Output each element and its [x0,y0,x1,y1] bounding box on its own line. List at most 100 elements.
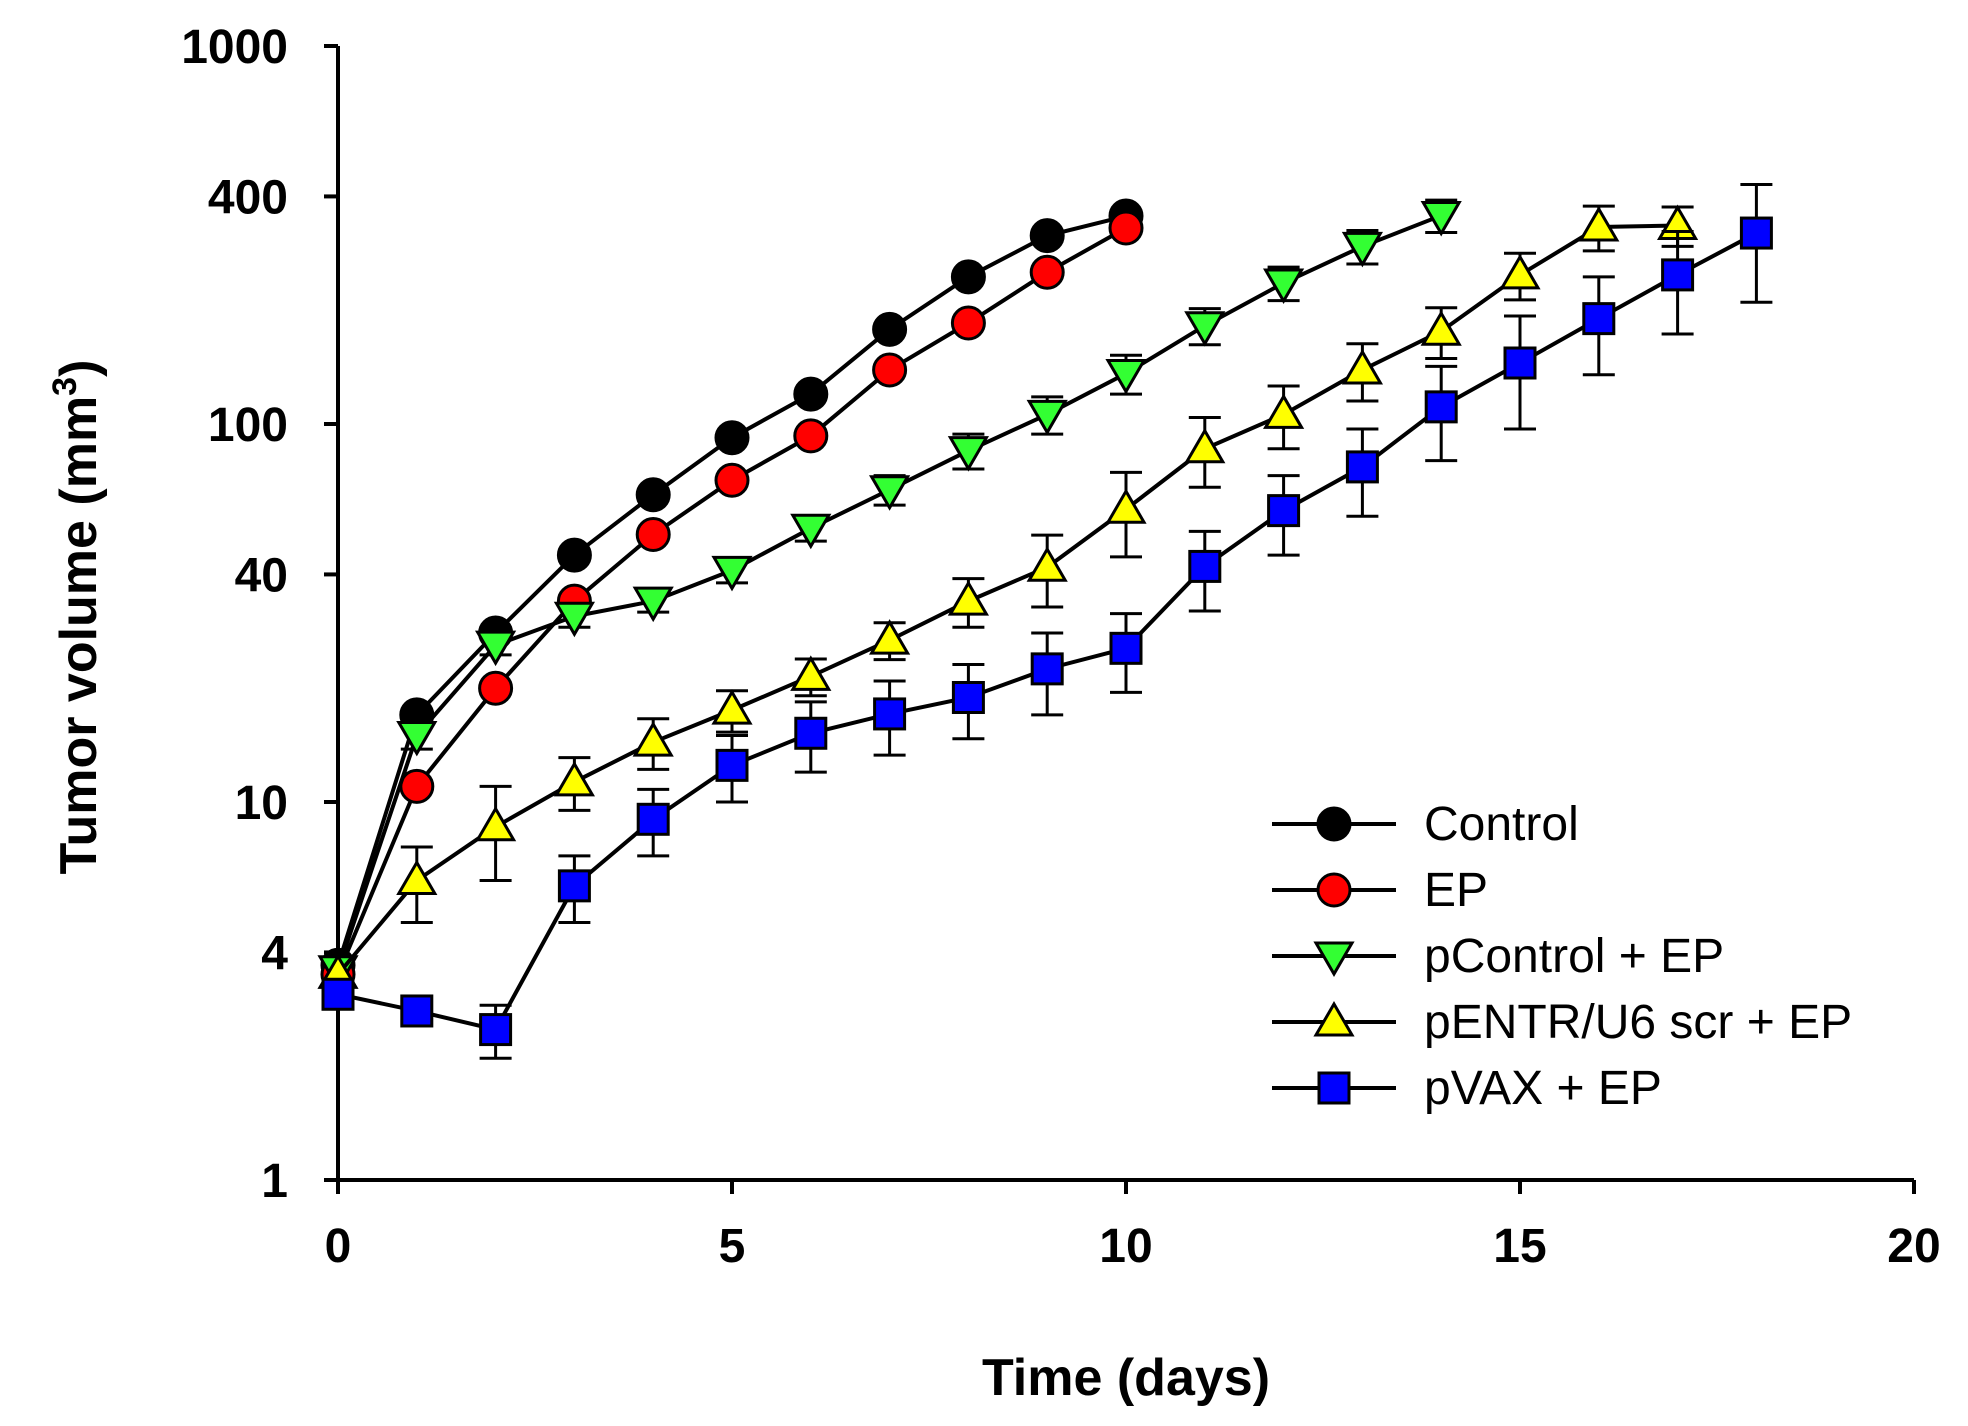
y-tick-label: 100 [208,399,288,452]
series-ep [320,210,1144,992]
data-point [478,670,514,706]
legend: Control EP pControl + EP pENTR/U6 scr + EP p… [1272,798,1852,1115]
x-tick-label: 10 [1099,1220,1152,1273]
data-point [1105,359,1147,395]
data-point [1026,399,1068,436]
data-point [1582,302,1616,336]
data-point [632,721,674,757]
data-point [636,802,670,836]
data-point [1029,254,1065,290]
series-line [337,231,1758,1032]
y-axis-title-main: Tumor volume (mm [50,396,108,875]
data-point [872,311,908,347]
data-point [1029,218,1065,254]
data-point [793,418,829,454]
x-tick-label: 20 [1887,1220,1940,1273]
data-point [711,555,753,592]
data-point [1345,450,1379,484]
data-point [715,748,749,782]
data-point [950,305,986,341]
legend-item: Control [1272,798,1579,851]
y-tick-label: 10 [235,777,288,830]
data-point [1420,201,1462,237]
legend-marker [1316,872,1352,908]
series-line [336,223,1678,976]
legend-item: pVAX + EP [1272,1062,1662,1115]
data-point [1578,206,1620,242]
data-point [872,352,908,388]
data-point [1105,488,1147,524]
y-axis-title: Tumor volume (mm3) [46,360,108,875]
data-point [635,517,671,553]
data-point [868,619,911,655]
data-point [790,655,832,691]
data-point [873,697,907,731]
data-point [1030,652,1064,686]
legend-label: pVAX + EP [1424,1062,1662,1115]
data-point [790,513,832,550]
data-point [951,680,985,714]
data-point [1341,348,1384,385]
data-point [711,689,753,725]
series-pentr-u6-scr-ep [317,204,1699,989]
data-point [321,977,355,1011]
data-point [947,580,990,616]
data-point [714,420,750,456]
axes: 0 5 10 15 20 1 4 10 40 100 400 1000 [181,21,1940,1273]
series-line [336,226,1127,976]
legend-label: pControl + EP [1424,930,1724,983]
x-ticks: 0 5 10 15 20 [325,1180,1941,1273]
data-point [1661,258,1695,292]
y-tick-label: 4 [261,927,288,980]
series-layer [317,183,1773,1060]
data-point [400,994,434,1028]
y-tick-label: 400 [208,171,288,224]
data-point [947,436,990,472]
data-point [1420,310,1462,346]
data-point [1188,549,1222,583]
data-point [793,376,829,412]
data-point [1262,268,1305,305]
data-point [1503,346,1537,380]
data-point [1109,631,1143,665]
y-tick-label: 40 [235,549,288,602]
series-pcontrol-ep [317,198,1462,991]
data-point [1026,546,1068,582]
y-axis-title-sup: 3 [46,377,84,396]
legend-marker [1317,1071,1351,1105]
data-point [714,462,750,498]
x-axis-title: Time (days) [982,1349,1270,1407]
legend-marker [1313,941,1355,977]
legend-label: pENTR/U6 scr + EP [1424,996,1852,1049]
x-tick-label: 15 [1493,1220,1546,1273]
y-ticks: 1 4 10 40 100 400 1000 [181,21,338,1208]
data-point [474,805,517,842]
data-point [396,720,438,757]
legend-item: pControl + EP [1272,930,1724,983]
data-point [556,537,592,573]
x-tick-label: 0 [325,1220,352,1273]
legend-item: pENTR/U6 scr + EP [1272,996,1852,1049]
y-tick-label: 1000 [181,21,288,74]
legend-item: EP [1272,864,1488,917]
data-point [1184,311,1226,347]
data-point [632,586,674,623]
data-point [396,859,438,895]
data-point [1499,253,1541,290]
y-axis-title-close: ) [50,360,108,377]
data-point [635,477,671,513]
data-point [794,716,828,750]
series-pvax-ep [321,183,1773,1060]
data-point [1424,390,1458,424]
data-point [474,630,517,667]
series-control [320,198,1144,983]
data-point [1184,427,1226,464]
legend-marker [1316,806,1352,842]
data-point [553,601,596,638]
data-point [1262,393,1305,429]
data-point [557,869,591,903]
legend-marker [1313,1001,1355,1037]
x-tick-label: 5 [719,1220,746,1273]
data-point [553,760,596,797]
